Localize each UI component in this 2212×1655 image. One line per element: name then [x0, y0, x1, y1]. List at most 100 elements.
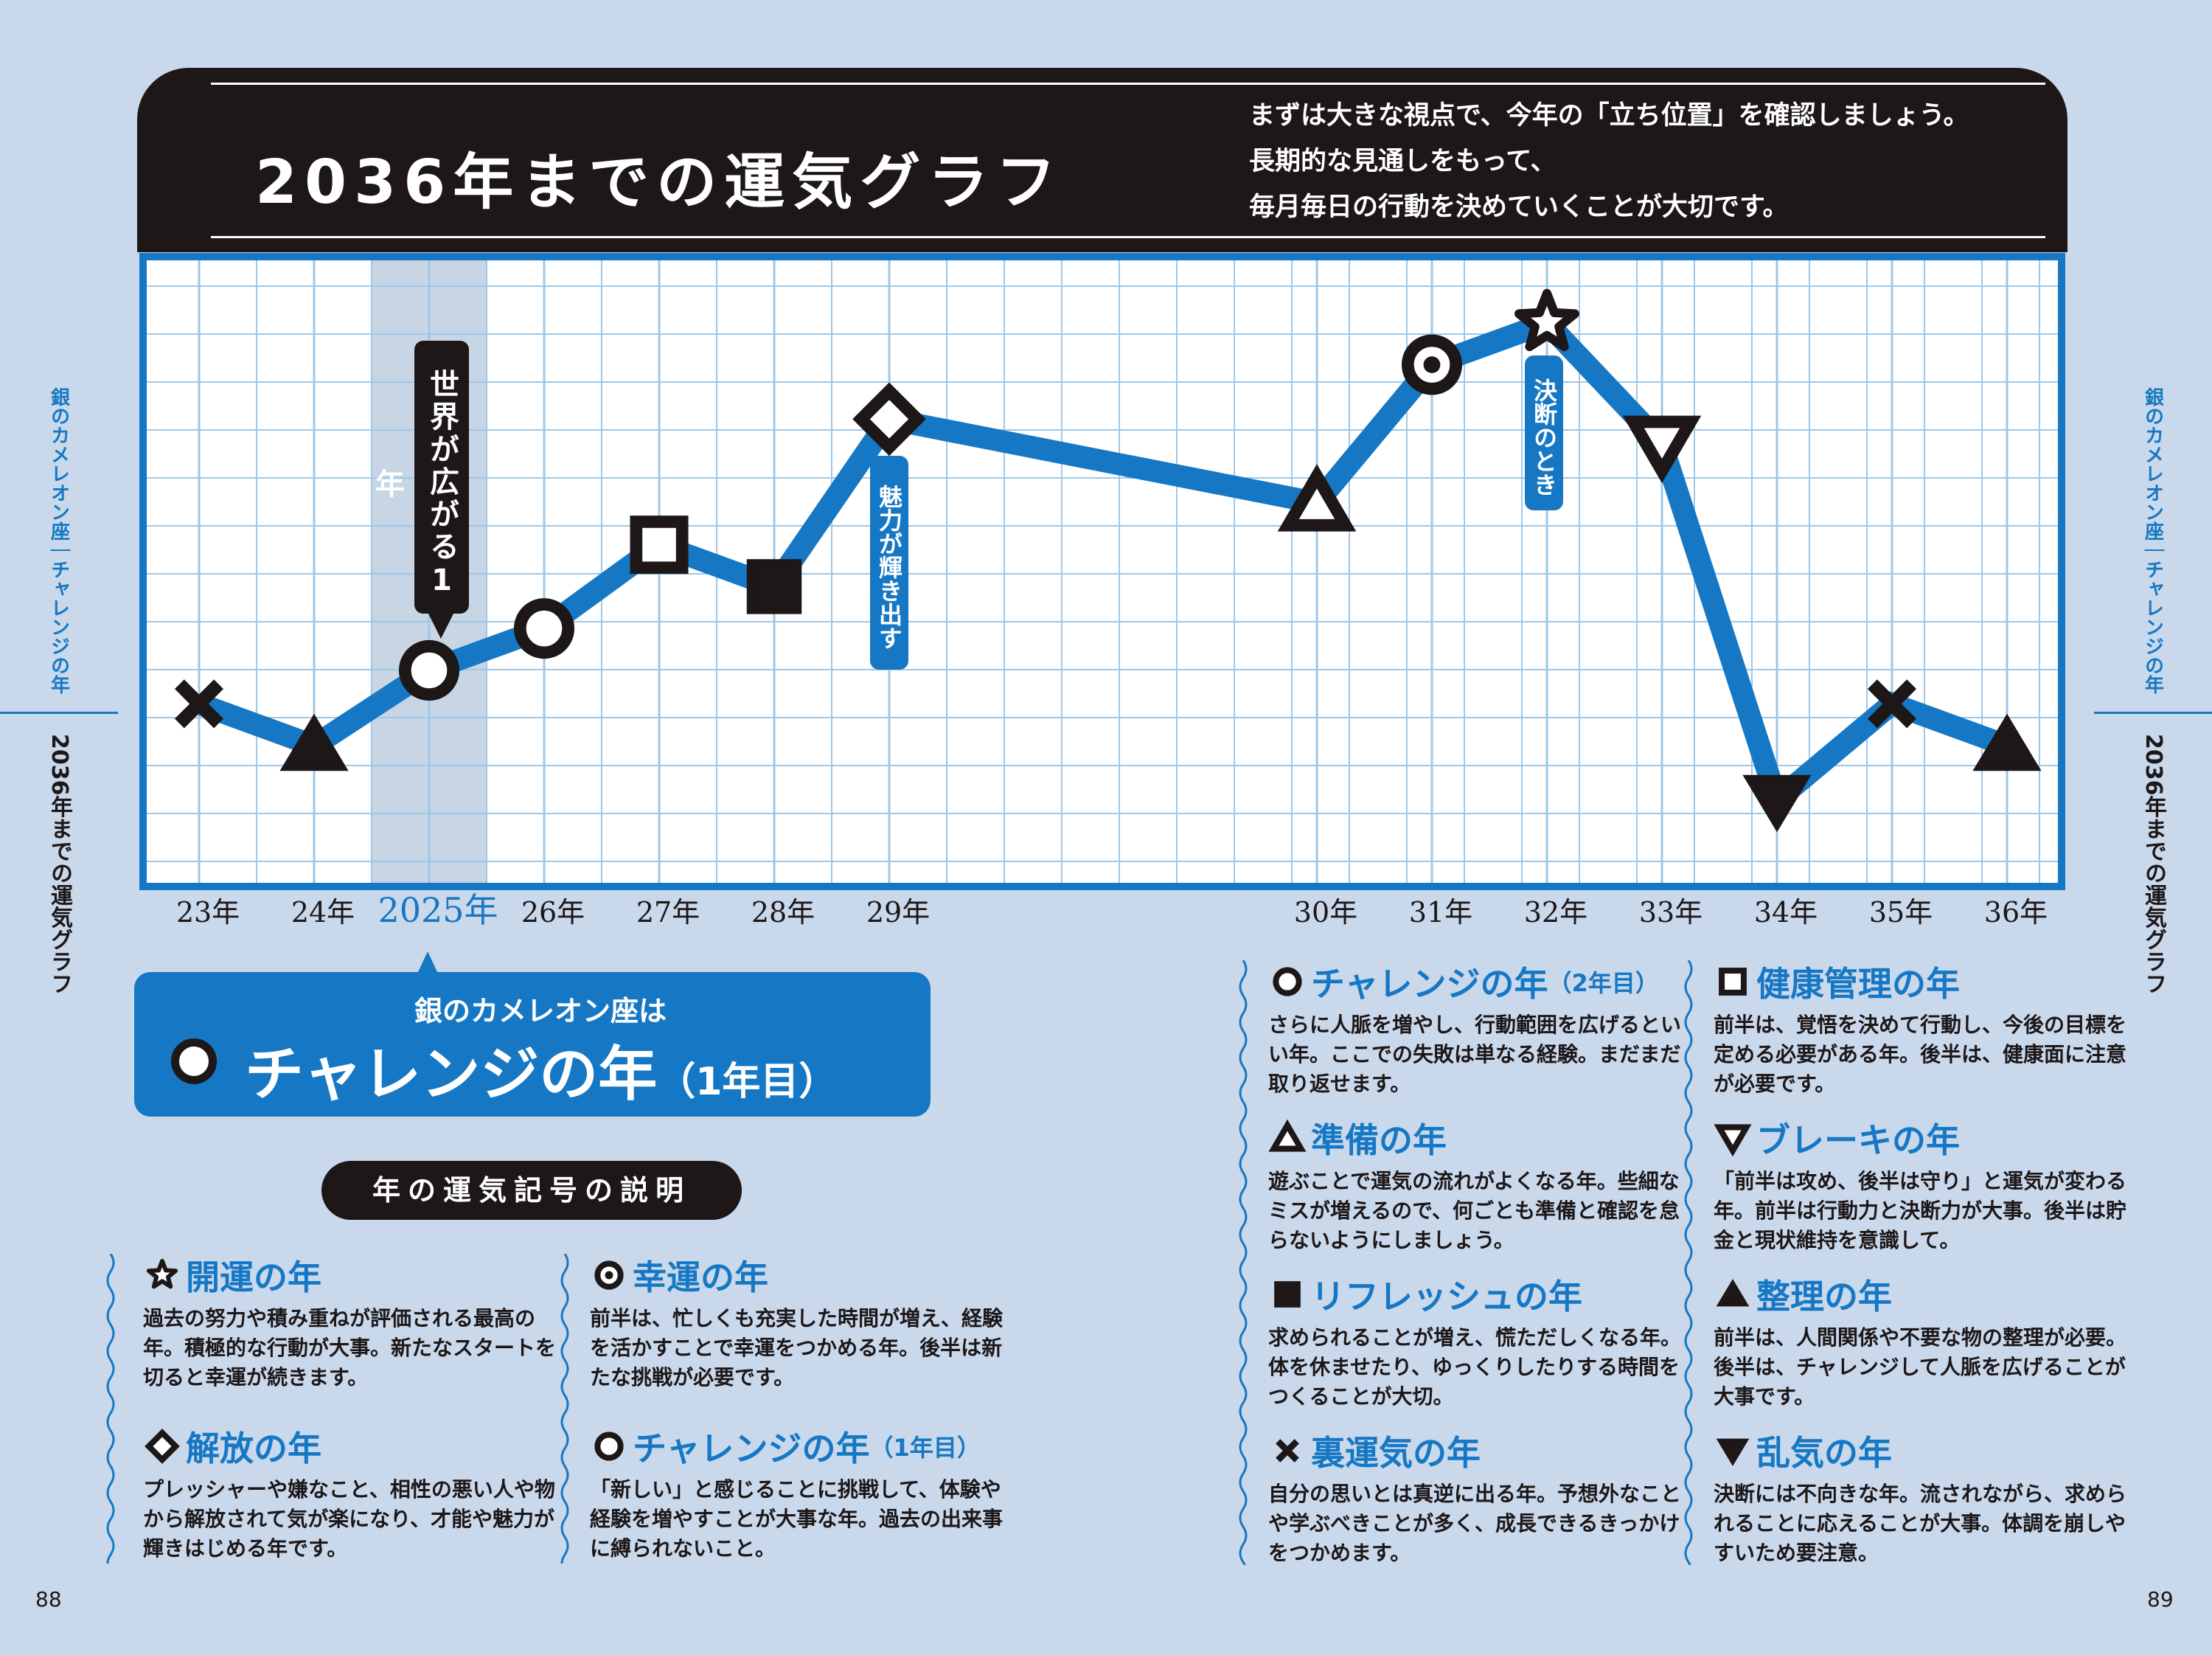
side-rule — [2094, 712, 2212, 714]
tri-filled-icon — [1716, 1279, 1750, 1307]
legend-item-title: 乱気の年 — [1714, 1428, 2126, 1474]
filled-square-mark — [1274, 1281, 1301, 1308]
current-year-title: チャレンジの年（1年目） — [245, 1027, 837, 1112]
legend-item-sub: （2年目） — [1548, 969, 1659, 997]
x-tick-label: 36年 — [1983, 896, 2048, 929]
x-tick-label: 31年 — [1408, 896, 1473, 929]
x-tick-label: 2025年 — [378, 890, 498, 930]
legend-item: 裏運気の年自分の思いとは真逆に出る年。予想外なことや学ぶべきことが多く、成長でき… — [1268, 1428, 1681, 1568]
side-section: 2036年までの運気グラフ — [46, 734, 72, 995]
legend-item-title: チャレンジの年 （1年目） — [590, 1423, 1003, 1469]
circle-mark — [594, 1432, 624, 1461]
circle-icon — [171, 1038, 217, 1084]
data-point-1 — [174, 679, 224, 729]
legend-item-title: 裏運気の年 — [1268, 1428, 1681, 1474]
legend-item-title: 整理の年 — [1714, 1271, 2126, 1317]
legend-item: 整理の年前半は、人間関係や不要な物の整理が必要。後半は、チャレンジして人脈を広げ… — [1714, 1271, 2126, 1412]
filled-triangle-mark — [279, 713, 349, 771]
data-point-7 — [852, 382, 926, 457]
legend-item: 解放の年プレッシャーや嫌なこと、相性の悪い人や物から解放されて気が楽になり、才能… — [143, 1423, 556, 1564]
x-tick-label: 32年 — [1523, 896, 1588, 929]
legend-item-name: 解放の年 — [186, 1429, 321, 1468]
x-tick-label: 26年 — [521, 896, 585, 929]
sign-label: 銀のカメレオン座 — [47, 387, 70, 541]
page-number-right: 89 — [2147, 1587, 2174, 1611]
wavy-divider — [560, 1254, 569, 1564]
cross-icon — [1276, 1439, 1299, 1463]
tri-down-filled-mark — [1716, 1438, 1750, 1466]
legend-item-name: ブレーキの年 — [1756, 1120, 1960, 1160]
x-tick-label: 30年 — [1293, 896, 1358, 929]
legend-item-title: 解放の年 — [143, 1423, 556, 1469]
square-mark — [1719, 968, 1747, 996]
legend-item-text: 遊ぶことで運気の流れがよくなる年。些細なミスが増えるので、何ごとも準備と確認を怠… — [1268, 1169, 1680, 1252]
annotation-pointer — [428, 612, 454, 639]
legend-item-text: 「新しい」と感じることに挑戦して、体験や経験を増やすことが大事な年。過去の出来事… — [590, 1477, 1004, 1561]
current-year-count: （1年目） — [657, 1060, 838, 1104]
data-point-6 — [746, 559, 802, 614]
legend-item: 開運の年 過去の努力や積み重ねが評価される最高の年。積極的な行動が大事。新たなスタ… — [143, 1252, 556, 1392]
circle-mark — [513, 598, 575, 659]
legend-item: チャレンジの年 （1年目） 「新しい」と感じることに挑戦して、体験や経験を増やすこと… — [590, 1423, 1003, 1564]
filled-square-mark — [746, 559, 802, 614]
legend-item: 幸運の年 前半は、忙しくも充実した時間が増え、経験を活かすことで幸運をつかめる年。… — [590, 1252, 1003, 1392]
legend-item-title: チャレンジの年 （2年目） — [1268, 959, 1681, 1005]
side-section: 2036年までの運気グラフ — [2140, 734, 2166, 995]
side-sign: 銀のカメレオン座｜チャレンジの年 — [2131, 387, 2175, 697]
annotation-2025: 世界が広がる1年 — [370, 341, 469, 614]
filled-triangle-mark — [1716, 1279, 1750, 1307]
circle-mark — [1273, 967, 1302, 996]
legend-item-title: 健康管理の年 — [1714, 959, 2126, 1005]
diamond-mark — [145, 1429, 180, 1464]
legend-item-text: 前半は、人間関係や不要な物の整理が必要。後半は、チャレンジして人脈を広げることが… — [1714, 1325, 2127, 1409]
side-sign: 銀のカメレオン座｜チャレンジの年 — [37, 387, 81, 697]
legend-item: 乱気の年 決断には不向きな年。流されながら、求められることに応えることが大事。体調… — [1714, 1428, 2126, 1568]
intro-text: まずは大きな視点で、今年の「立ち位置」を確認しましょう。 長期的な見通しをもって… — [1249, 93, 1969, 230]
wavy-line — [1684, 960, 1693, 1565]
page-title: 2036年までの運気グラフ — [255, 148, 1064, 218]
triangle-icon — [1268, 1119, 1307, 1152]
x-tick-label: 23年 — [175, 896, 240, 929]
data-point-9 — [1401, 334, 1463, 395]
diamond-icon — [145, 1429, 180, 1464]
legend-item-sub: （1年目） — [869, 1434, 981, 1462]
legend-item: 健康管理の年 前半は、覚悟を決めて行動し、今後の目標を定める必要がある年。後半は、… — [1714, 959, 2126, 1099]
double-circle-mark — [594, 1260, 624, 1290]
legend-item-title: 準備の年 — [1268, 1115, 1681, 1161]
data-point-2 — [279, 713, 349, 771]
legend-item-text: 自分の思いとは真逆に出る年。予想外なことや学ぶべきことが多く、成長できるきっかけ… — [1268, 1482, 1682, 1565]
legend-item-name: 幸運の年 — [633, 1257, 768, 1297]
legend-item-text: プレッシャーや嫌なこと、相性の悪い人や物から解放されて気が楽になり、才能や魅力が… — [143, 1477, 555, 1561]
side-index-right: 銀のカメレオン座｜チャレンジの年 2036年までの運気グラフ — [2094, 387, 2212, 999]
sign-label: 銀のカメレオン座 — [2141, 387, 2164, 541]
annotation-29: 魅力が輝き出す — [870, 456, 908, 670]
down-triangle-mark — [1714, 1124, 1752, 1157]
header-rule-top — [211, 83, 2045, 85]
legend-item-text: 「前半は攻め、後半は守り」と運気が変わる年。前半は行動力と決断力が大事。後半は貯… — [1714, 1169, 2127, 1252]
circle-icon — [594, 1432, 624, 1461]
data-point-10 — [1514, 288, 1579, 352]
chart-header: 2036年までの運気グラフ まずは大きな視点で、今年の「立ち位置」を確認しましょ… — [137, 68, 2067, 252]
legend-item-name: チャレンジの年 — [633, 1429, 870, 1468]
cross-mark — [1276, 1439, 1299, 1463]
x-tick-label: 33年 — [1638, 896, 1703, 929]
x-tick-label: 24年 — [291, 896, 355, 929]
circle-icon — [1273, 967, 1302, 996]
tri-down-icon — [1714, 1124, 1752, 1157]
square-mark — [630, 516, 689, 575]
cross-stroke — [1276, 1439, 1299, 1463]
circle-mark — [1273, 967, 1302, 996]
wavy-divider — [106, 1254, 115, 1564]
data-point-8 — [1277, 464, 1357, 532]
x-tick-label: 34年 — [1753, 896, 1818, 929]
square-icon — [1719, 968, 1747, 996]
wavy-divider — [1684, 960, 1693, 1565]
filled-triangle-mark — [1972, 713, 2042, 771]
star-mark — [146, 1258, 178, 1289]
intro-line: 長期的な見通しをもって、 — [1249, 147, 1557, 176]
circle-mark — [594, 1432, 624, 1461]
legend-item-name: 裏運気の年 — [1311, 1433, 1481, 1473]
x-tick-label: 27年 — [636, 896, 700, 929]
circle-mark — [398, 639, 460, 701]
legend-item-title: 開運の年 — [143, 1252, 556, 1298]
